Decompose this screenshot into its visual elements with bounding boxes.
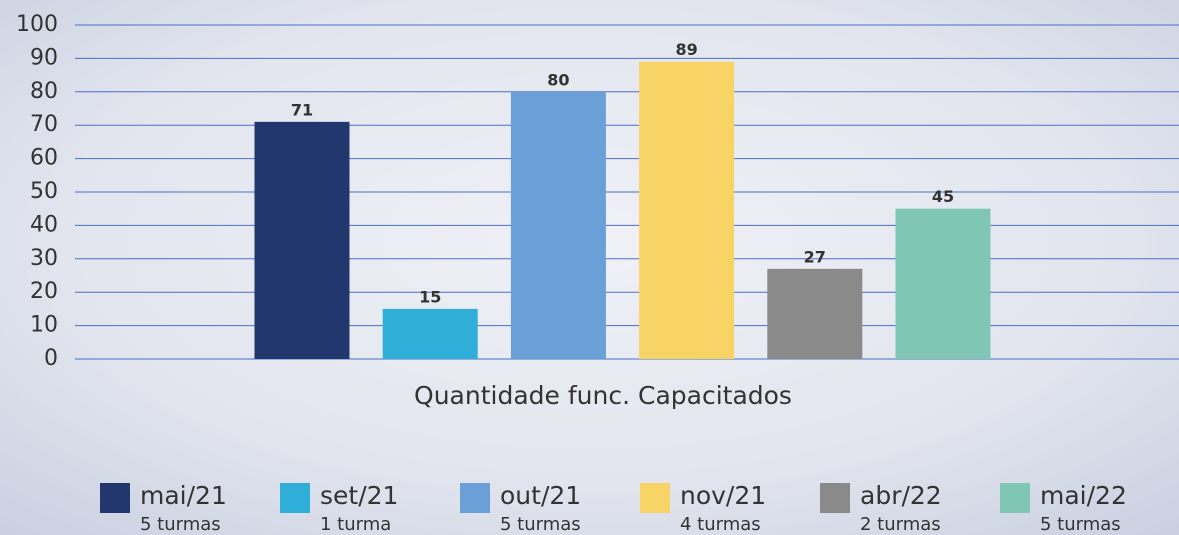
data-label: 89	[675, 40, 697, 59]
y-tick-label: 40	[30, 212, 58, 237]
y-tick-label: 60	[30, 146, 58, 171]
legend-label: mai/22	[1040, 481, 1127, 510]
y-tick-label: 90	[30, 45, 58, 70]
legend-swatch	[1000, 483, 1030, 513]
y-tick-label: 20	[30, 279, 58, 304]
y-tick-label: 80	[30, 79, 58, 104]
bar	[510, 91, 606, 360]
bar	[382, 308, 478, 359]
bar	[639, 61, 735, 360]
legend-label: out/21	[500, 481, 581, 510]
data-label: 45	[932, 187, 954, 206]
data-label: 80	[547, 70, 569, 89]
bar	[254, 121, 350, 359]
legend-description: 5 turmas	[500, 514, 581, 535]
data-label: 15	[419, 287, 441, 306]
legend-swatch	[280, 483, 310, 513]
y-tick-label: 0	[44, 346, 58, 371]
legend-swatch	[460, 483, 490, 513]
legend-swatch	[820, 483, 850, 513]
legend-swatch	[640, 483, 670, 513]
bar	[767, 268, 863, 359]
legend-description: 4 turmas	[680, 514, 761, 535]
legend-description: 5 turmas	[1040, 514, 1121, 535]
legend-description: 1 turma	[320, 514, 391, 535]
y-tick-label: 30	[30, 246, 58, 271]
legend-label: set/21	[320, 481, 398, 510]
bar	[895, 208, 991, 359]
y-tick-label: 50	[30, 179, 58, 204]
y-tick-label: 70	[30, 112, 58, 137]
data-label: 27	[804, 247, 826, 266]
legend-swatch	[100, 483, 130, 513]
x-axis-label: Quantidade func. Capacitados	[414, 381, 792, 410]
legend-description: 2 turmas	[860, 514, 941, 535]
legend-description: 5 turmas	[140, 514, 221, 535]
data-label: 71	[291, 100, 313, 119]
legend-label: mai/21	[140, 481, 227, 510]
y-tick-label: 10	[30, 313, 58, 338]
legend-label: nov/21	[680, 481, 766, 510]
legend-label: abr/22	[860, 481, 942, 510]
y-tick-label: 100	[16, 12, 58, 37]
